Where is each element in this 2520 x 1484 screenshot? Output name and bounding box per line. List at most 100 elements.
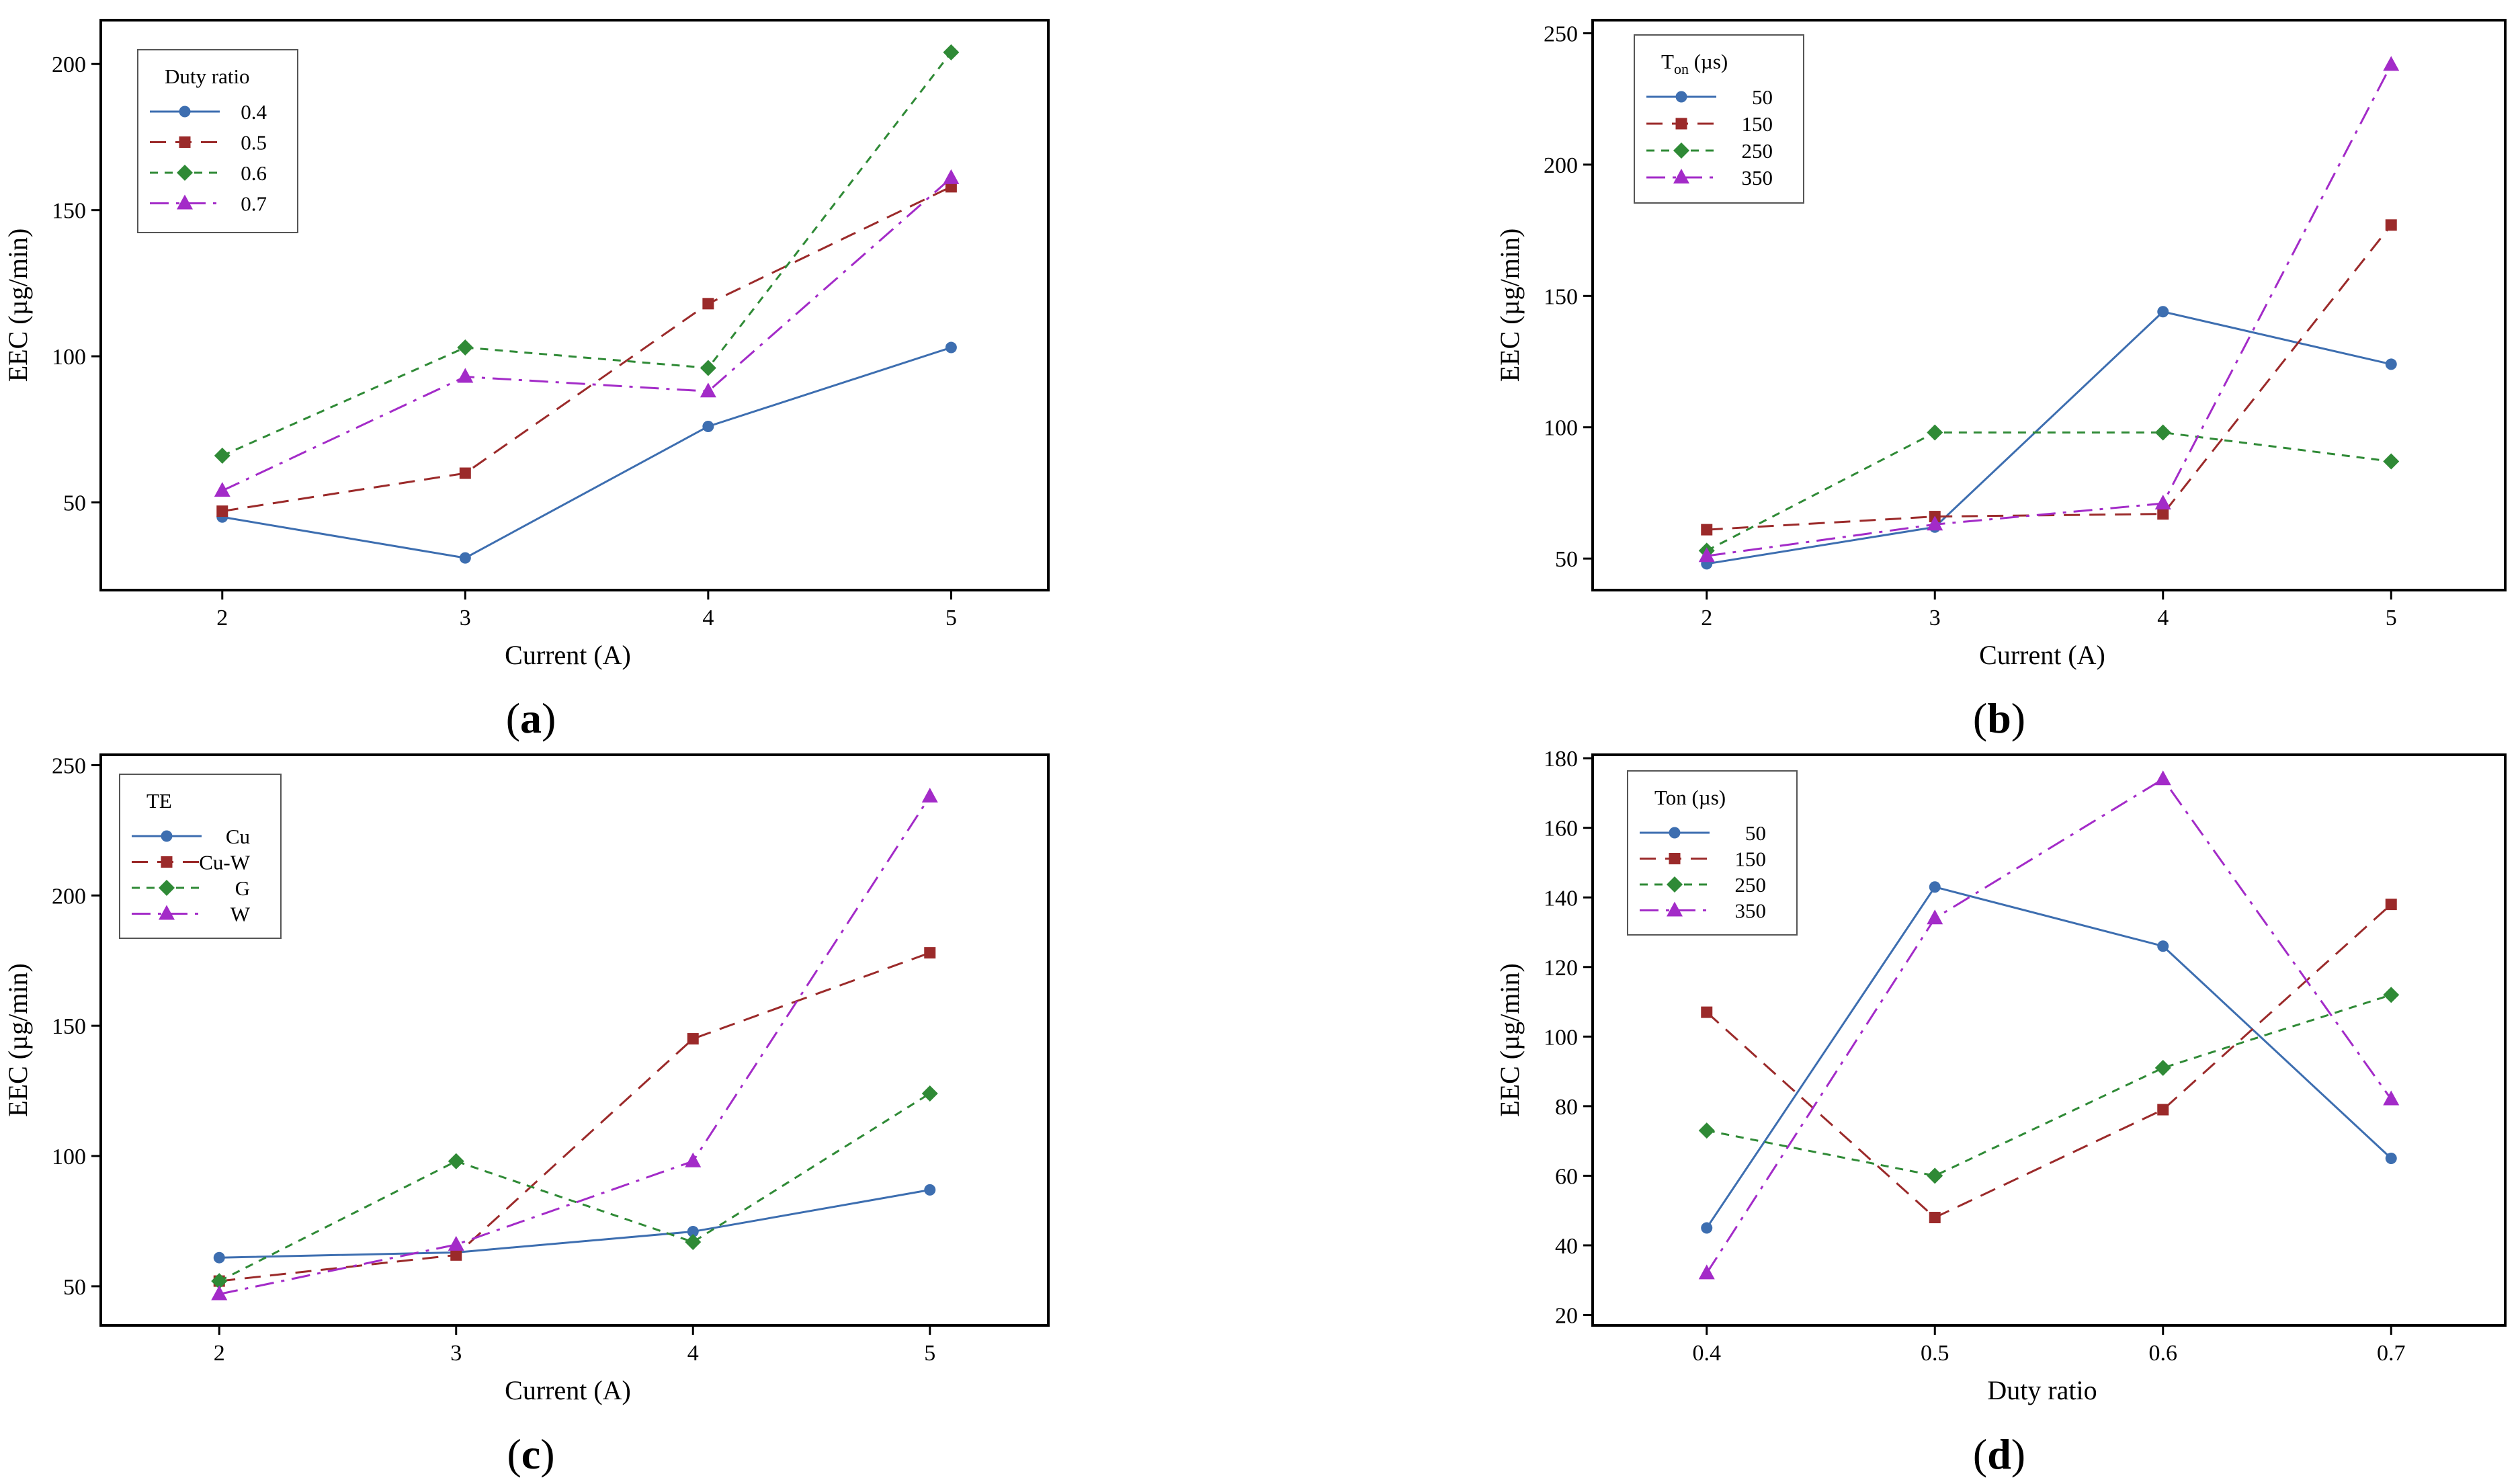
data-point (685, 1233, 702, 1250)
series-2 (216, 181, 957, 518)
series-1 (1701, 306, 2397, 570)
series-line (1706, 886, 2392, 1229)
data-point (687, 1033, 699, 1045)
plot-frame (1591, 753, 2507, 1327)
y-tick-label: 150 (52, 1014, 86, 1039)
y-tick-label: 120 (1544, 956, 1578, 981)
series-2 (1701, 219, 2397, 536)
legend-label: 0.6 (241, 161, 267, 185)
x-axis-label: Duty ratio (1987, 1375, 2097, 1405)
series-line (1706, 903, 2392, 1219)
data-point (924, 947, 936, 959)
series-line (1706, 993, 2392, 1177)
series-line (222, 346, 952, 559)
x-tick-label: 4 (687, 1341, 699, 1366)
series-line (222, 177, 952, 492)
x-tick-label: 2 (214, 1341, 225, 1366)
legend-box (1627, 770, 1798, 936)
data-point (2385, 358, 2397, 370)
data-point (2383, 56, 2400, 71)
data-point (943, 44, 960, 60)
data-point (457, 368, 474, 383)
legend-marker (161, 830, 173, 842)
y-tick-label: 100 (52, 1145, 86, 1169)
data-point (2157, 940, 2169, 952)
x-tick-label: 2 (1701, 606, 1712, 630)
data-point (2157, 1104, 2169, 1116)
legend-marker (1669, 853, 1681, 864)
data-point (459, 467, 471, 479)
legend-marker (1669, 827, 1681, 839)
data-point (1927, 909, 1943, 925)
series-3 (1698, 424, 2400, 559)
data-point (1698, 1122, 1715, 1139)
data-point (2154, 770, 2171, 786)
series-2 (1701, 899, 2397, 1224)
series-1 (216, 341, 957, 564)
y-tick-label: 50 (1555, 547, 1578, 572)
legend-box (119, 774, 282, 939)
data-point (2157, 306, 2169, 318)
legend-title: Duty ratio (165, 65, 250, 88)
series-4 (214, 169, 960, 497)
legend-label: 50 (1745, 821, 1766, 845)
x-axis-label: Current (A) (505, 1375, 631, 1405)
x-tick-label: 0.4 (1693, 1341, 1722, 1366)
data-point (702, 298, 714, 310)
x-tick-label: 4 (702, 606, 714, 630)
series-3 (1698, 987, 2400, 1184)
y-tick-label: 140 (1544, 886, 1578, 911)
data-point (685, 1152, 702, 1167)
legend-marker (161, 856, 173, 868)
data-point (1698, 1264, 1715, 1280)
y-tick-label: 200 (52, 884, 86, 909)
legend-label: W (230, 903, 251, 926)
series-line (218, 796, 931, 1295)
panel-label: (b) (1973, 694, 2025, 742)
x-tick-label: 5 (924, 1341, 935, 1366)
series-line (219, 1188, 931, 1259)
x-tick-label: 0.7 (2377, 1341, 2406, 1366)
chart-panel-d: 20 40 60 80 100 120 140 160 180 0.4 0.5 0.6 0.7 Duty … (1495, 747, 2507, 1478)
legend-label: 350 (1735, 899, 1767, 923)
x-tick-label: 2 (216, 606, 228, 630)
data-point (1927, 424, 1943, 441)
legend-label: 150 (1735, 848, 1767, 871)
data-point (2383, 453, 2400, 470)
data-point (945, 341, 957, 354)
panel-label: (d) (1973, 1430, 2025, 1478)
plot-frame (99, 753, 1050, 1327)
y-tick-label: 160 (1544, 817, 1578, 841)
legend-marker (177, 165, 193, 181)
data-point (1701, 1006, 1713, 1018)
y-tick-label: 180 (1544, 747, 1578, 772)
legend-title: TE (146, 789, 172, 813)
y-tick-label: 150 (1544, 284, 1578, 309)
y-tick-label: 100 (1544, 1025, 1578, 1050)
legend-label: 0.5 (241, 131, 267, 155)
y-tick-label: 20 (1555, 1303, 1578, 1328)
y-axis-label: EEC (µg/min) (3, 229, 33, 382)
series-1 (1701, 881, 2397, 1234)
series-2 (213, 947, 936, 1287)
x-tick-label: 0.6 (2149, 1341, 2178, 1366)
y-tick-label: 80 (1555, 1095, 1578, 1120)
series-line (222, 51, 952, 457)
y-axis-label: EEC (µg/min) (3, 963, 33, 1117)
series-line (1706, 431, 2392, 552)
series-1 (213, 1184, 936, 1264)
y-tick-label: 50 (63, 1275, 86, 1300)
legend-label: 350 (1742, 166, 1773, 190)
data-point (2385, 219, 2397, 231)
data-point (700, 360, 716, 376)
legend-marker (1673, 142, 1689, 159)
series-line (1706, 778, 2392, 1274)
plot-frame (1591, 19, 2507, 591)
x-tick-label: 3 (460, 606, 471, 630)
legend-marker (1675, 91, 1687, 103)
chart-panel-c: 50 100 150 200 250 2 3 4 5 Current (A) EEC (µg/min… (3, 753, 1050, 1478)
legend-label: G (235, 876, 250, 900)
